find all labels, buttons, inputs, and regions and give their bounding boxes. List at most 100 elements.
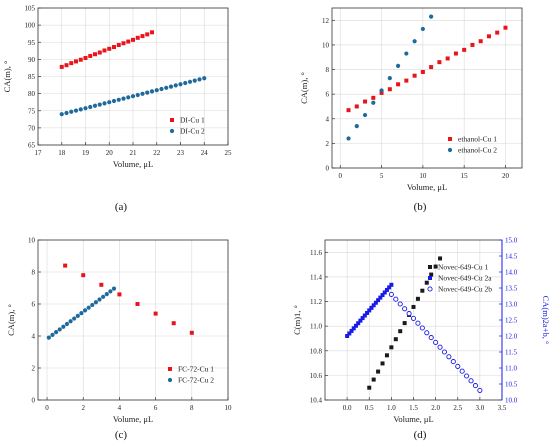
data-point: [117, 292, 122, 297]
data-point: [379, 90, 384, 95]
data-point: [365, 310, 370, 315]
data-point: [362, 313, 367, 318]
data-point: [347, 331, 352, 336]
data-point: [486, 34, 491, 39]
data-point: [387, 285, 392, 290]
data-point: [378, 295, 383, 300]
data-point: [116, 42, 121, 47]
data-point: [477, 387, 483, 393]
data-point: [367, 308, 372, 313]
data-point: [108, 289, 113, 294]
legend-label: Novec-649-Cu 2a: [438, 274, 492, 283]
data-point: [346, 136, 351, 141]
data-point: [380, 361, 385, 366]
x-axis-label: Volume, μL: [113, 414, 153, 424]
data-point: [478, 39, 483, 44]
y-tick-label: 100: [25, 22, 36, 30]
x-tick-label: 8: [190, 404, 194, 412]
y-tick-label: 11.2: [310, 298, 322, 306]
y-right-tick-label: 14.5: [505, 253, 518, 261]
y-tick-label: 4: [326, 115, 330, 123]
x-tick-label: 17: [35, 149, 43, 157]
data-point: [73, 108, 79, 113]
data-point: [131, 37, 135, 42]
chart-panel-1: 17 18 19 20 21 22 23 24 25 65 70 75 80 85 90 95 100 105 Vo…: [2, 5, 232, 214]
legend-label: Novec-649-Cu 1: [438, 263, 488, 272]
data-point: [389, 345, 394, 350]
series-3: [388, 291, 483, 393]
data-point: [371, 95, 376, 100]
data-point: [145, 32, 150, 37]
x-tick-label: 1.5: [409, 404, 418, 412]
data-point: [384, 353, 389, 358]
data-point: [90, 302, 95, 308]
data-point: [187, 79, 193, 84]
data-point: [88, 104, 93, 110]
data-point: [382, 290, 387, 295]
data-point: [135, 35, 140, 40]
data-point: [75, 313, 80, 318]
data-point: [78, 57, 83, 62]
data-point: [396, 82, 401, 87]
x-tick-label: 23: [177, 149, 185, 157]
x-tick-label: 2: [81, 404, 85, 412]
data-point: [420, 26, 425, 32]
data-point: [388, 291, 394, 297]
x-tick-label: 25: [225, 149, 233, 157]
data-point: [468, 378, 474, 384]
data-point: [153, 311, 158, 316]
data-point: [404, 51, 409, 56]
data-point: [99, 282, 104, 287]
y-tick-label: 105: [25, 5, 36, 13]
y-right-tick-label: 10.0: [505, 397, 518, 405]
x-tick-label: 19: [82, 149, 90, 157]
data-point: [178, 82, 183, 87]
data-point: [429, 272, 434, 277]
x-tick-label: 24: [201, 149, 209, 157]
data-point: [424, 330, 430, 336]
data-point: [72, 316, 77, 321]
y-tick-label: 8: [32, 269, 36, 277]
x-axis-label: Volume, μL: [113, 159, 153, 169]
data-point: [389, 282, 394, 287]
data-point: [116, 97, 121, 102]
y-tick-label: 2: [32, 365, 36, 373]
y-tick-label: 65: [28, 142, 36, 150]
data-point: [102, 101, 107, 106]
data-point: [97, 50, 102, 55]
legend-marker: [428, 265, 432, 269]
data-point: [424, 280, 429, 285]
data-point: [429, 14, 434, 19]
data-point: [59, 112, 64, 117]
data-point: [111, 286, 117, 291]
data-point: [387, 76, 392, 81]
data-point: [83, 106, 88, 111]
legend-marker: [448, 137, 452, 141]
y-tick-label: 80: [28, 90, 36, 98]
data-point: [107, 100, 112, 105]
data-point: [168, 84, 174, 89]
y-right-tick-label: 12.0: [505, 333, 518, 341]
data-point: [93, 52, 97, 57]
legend-marker: [168, 367, 172, 371]
y-tick-label: 10.4: [310, 397, 323, 405]
data-point: [192, 78, 197, 83]
data-point: [78, 107, 83, 112]
y-right-tick-label: 13.5: [505, 285, 518, 293]
data-point: [429, 65, 434, 70]
y-tick-label: 10.6: [310, 372, 323, 380]
x-tick-label: 22: [153, 149, 161, 157]
data-point: [410, 315, 417, 321]
data-point: [346, 108, 351, 113]
data-point: [445, 56, 450, 61]
data-point: [393, 296, 399, 302]
data-point: [354, 124, 359, 129]
y-tick-label: 10.8: [310, 347, 323, 355]
data-point: [140, 91, 145, 96]
data-point: [402, 306, 408, 312]
data-point: [159, 86, 164, 92]
data-point: [437, 344, 443, 350]
panel-label: (c): [115, 429, 128, 441]
x-tick-label: 6: [154, 404, 158, 412]
y-right-tick-label: 15.0: [505, 237, 518, 245]
